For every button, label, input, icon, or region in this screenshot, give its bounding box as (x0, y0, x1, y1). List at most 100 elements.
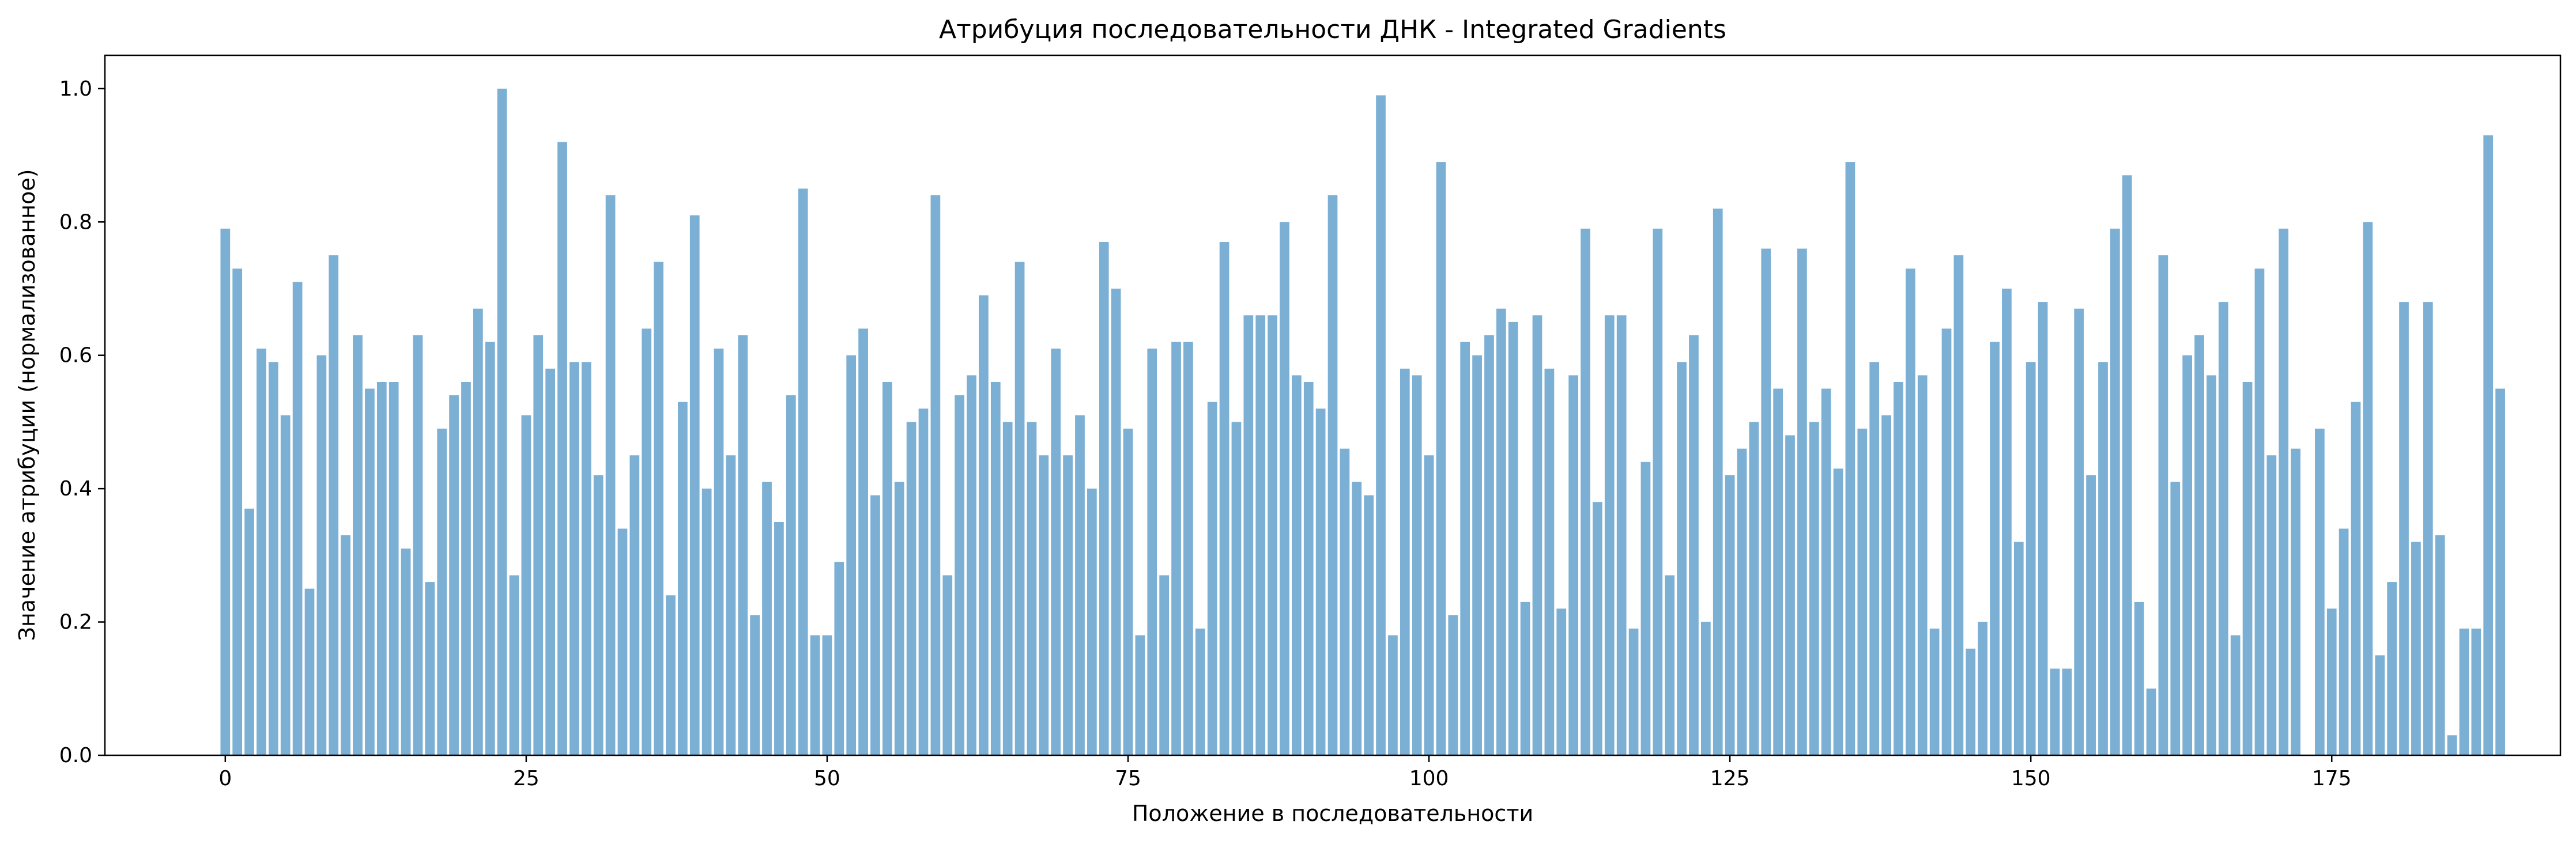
bar-69 (1051, 349, 1061, 755)
bar-34 (629, 455, 640, 755)
bar-158 (2122, 175, 2132, 755)
bar-44 (750, 615, 760, 755)
bar-136 (1857, 429, 1868, 755)
bar-88 (1280, 222, 1289, 755)
bar-1 (232, 268, 243, 755)
bar-106 (1496, 308, 1506, 755)
bar-170 (2266, 455, 2277, 755)
y-tick-label: 0.4 (59, 477, 92, 501)
bar-114 (1593, 502, 1602, 755)
bar-115 (1604, 315, 1615, 755)
bar-104 (1472, 355, 1482, 755)
bar-138 (1881, 415, 1891, 755)
x-tick-label: 175 (2312, 767, 2352, 790)
bar-77 (1147, 349, 1157, 755)
bar-45 (762, 482, 772, 755)
bar-80 (1183, 342, 1193, 755)
y-tick-label: 0.2 (59, 611, 92, 634)
bar-160 (2146, 688, 2156, 755)
bar-75 (1123, 429, 1133, 755)
y-tick-label: 0.8 (59, 210, 92, 234)
bar-26 (533, 335, 544, 755)
bar-159 (2134, 601, 2144, 755)
bar-97 (1388, 635, 1398, 755)
bar-123 (1701, 622, 1711, 755)
bar-3 (257, 349, 266, 755)
bar-37 (666, 595, 676, 755)
bar-90 (1303, 382, 1314, 755)
bar-168 (2242, 382, 2253, 755)
x-tick-label: 0 (218, 767, 232, 790)
bar-30 (581, 362, 591, 755)
bar-95 (1364, 495, 1374, 755)
bar-12 (365, 388, 375, 755)
bar-76 (1135, 635, 1145, 755)
bar-166 (2218, 302, 2228, 755)
bar-14 (389, 382, 399, 755)
bar-116 (1616, 315, 1627, 755)
bar-109 (1532, 315, 1542, 755)
bar-143 (1941, 328, 1952, 755)
bar-110 (1544, 368, 1555, 755)
bar-187 (2471, 629, 2481, 755)
bar-15 (401, 548, 411, 755)
bar-94 (1352, 482, 1362, 755)
bar-5 (280, 415, 291, 755)
bar-58 (918, 408, 929, 755)
bar-16 (413, 335, 423, 755)
bar-53 (858, 328, 868, 755)
bar-64 (990, 382, 1001, 755)
bar-54 (870, 495, 880, 755)
bar-145 (1966, 648, 1976, 755)
bar-167 (2230, 635, 2241, 755)
bar-39 (689, 215, 700, 756)
bar-56 (894, 482, 904, 755)
bar-38 (678, 402, 688, 755)
bar-48 (798, 188, 808, 755)
bar-96 (1376, 95, 1386, 756)
bar-21 (473, 308, 483, 755)
bar-29 (569, 362, 579, 755)
bar-178 (2363, 222, 2373, 755)
bar-120 (1665, 575, 1675, 755)
bar-18 (437, 429, 447, 755)
bar-0 (220, 228, 231, 755)
bar-107 (1508, 321, 1518, 755)
bar-84 (1231, 422, 1242, 755)
bar-179 (2375, 655, 2385, 755)
x-tick-label: 50 (814, 767, 840, 790)
bar-46 (774, 522, 784, 755)
bar-118 (1640, 461, 1651, 755)
bar-100 (1424, 455, 1434, 755)
bar-130 (1785, 435, 1795, 755)
bar-32 (605, 195, 616, 755)
bar-134 (1833, 468, 1843, 755)
bar-51 (834, 562, 844, 755)
bar-127 (1749, 422, 1759, 755)
bar-157 (2110, 228, 2120, 755)
y-tick-label: 0.0 (59, 744, 92, 767)
bar-79 (1171, 342, 1181, 755)
bar-108 (1520, 601, 1530, 755)
bar-139 (1894, 382, 1903, 755)
bar-35 (642, 328, 652, 755)
bar-181 (2399, 302, 2409, 755)
bar-146 (1978, 622, 1987, 755)
bar-169 (2254, 268, 2265, 755)
bar-20 (461, 382, 471, 755)
bar-102 (1448, 615, 1458, 755)
bar-11 (353, 335, 363, 755)
bar-140 (1906, 268, 1915, 755)
bar-129 (1773, 388, 1783, 755)
y-axis-ticks: 0.0 0.2 0.4 0.6 0.8 1.0 (59, 77, 105, 767)
bar-85 (1243, 315, 1254, 755)
bar-74 (1111, 289, 1121, 755)
bar-55 (882, 382, 892, 755)
chart-title: Атрибуция последовательности ДНК - Integ… (939, 15, 1726, 44)
bar-66 (1014, 262, 1025, 756)
bar-36 (654, 262, 663, 756)
bar-83 (1219, 242, 1229, 755)
bar-161 (2158, 255, 2168, 755)
bars-group (220, 88, 2505, 756)
bar-52 (846, 355, 857, 755)
